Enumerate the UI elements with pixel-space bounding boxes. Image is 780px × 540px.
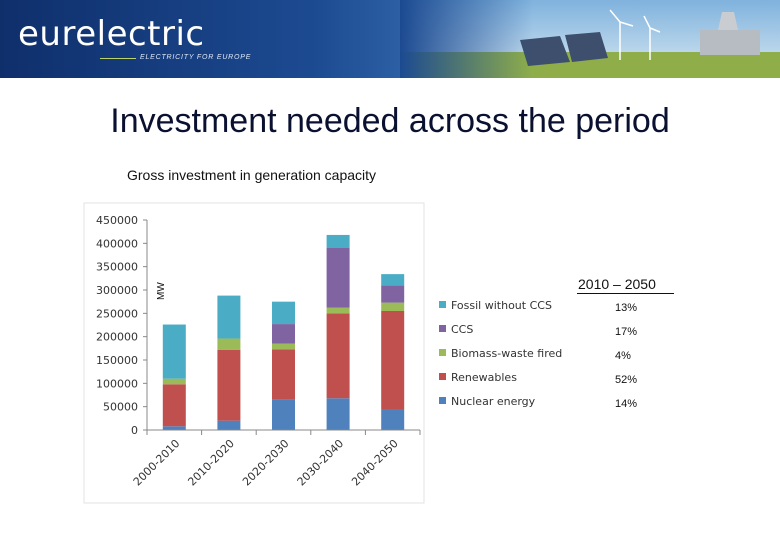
slide-title: Investment needed across the period — [110, 102, 670, 140]
period-share-label: 4% — [615, 350, 631, 362]
y-tick-label: 0 — [131, 424, 138, 437]
legend-swatch — [439, 373, 446, 380]
y-tick-label: 250000 — [96, 307, 138, 320]
eurelectric-logo: eurelectric — [18, 14, 205, 54]
bar-segment-biomass-waste-fired — [217, 338, 241, 350]
legend-swatch — [439, 301, 446, 308]
y-tick-label: 350000 — [96, 261, 138, 274]
bar-segment-nuclear-energy — [162, 426, 186, 430]
y-tick-label: 450000 — [96, 214, 138, 227]
bar-segment-nuclear-energy — [381, 409, 405, 430]
bar-segment-biomass-waste-fired — [326, 307, 350, 314]
y-tick-label: 150000 — [96, 354, 138, 367]
legend-entry: Renewables — [451, 371, 517, 384]
period-label: 2010 – 2050 — [578, 276, 656, 292]
period-share-label: 13% — [615, 302, 637, 314]
bar-segment-nuclear-energy — [326, 398, 350, 430]
legend-swatch — [439, 325, 446, 332]
y-tick-label: 200000 — [96, 331, 138, 344]
period-share-label: 14% — [615, 398, 637, 410]
bar-segment-renewables — [381, 311, 405, 410]
legend-swatch — [439, 349, 446, 356]
x-tick-label: 2030-2040 — [295, 437, 347, 489]
bar-segment-renewables — [272, 349, 295, 400]
y-tick-label: 50000 — [103, 401, 138, 414]
x-tick-label: 2010-2020 — [185, 437, 237, 489]
legend-entry: CCS — [451, 323, 473, 336]
bar-segment-fossil-without-ccs — [326, 234, 350, 248]
bar-segment-biomass-waste-fired — [162, 378, 186, 385]
logo-tagline: ELECTRICITY FOR EUROPE — [140, 54, 252, 61]
legend-entry: Nuclear energy — [451, 395, 536, 408]
x-tick-label: 2040-2050 — [349, 437, 401, 489]
plot-frame — [83, 202, 425, 504]
banner-photo — [400, 0, 780, 78]
bar-segment-renewables — [217, 349, 241, 421]
header-banner: eurelectric ELECTRICITY FOR EUROPE — [0, 0, 780, 78]
period-label-underline — [577, 293, 674, 294]
bar-segment-fossil-without-ccs — [217, 295, 241, 339]
period-share-label: 52% — [615, 374, 637, 386]
x-tick-label: 2000-2010 — [131, 437, 183, 489]
y-tick-label: 100000 — [96, 377, 138, 390]
bar-segment-nuclear-energy — [272, 399, 295, 430]
bar-segment-renewables — [162, 384, 186, 427]
bar-segment-ccs — [272, 324, 295, 344]
y-tick-label: 300000 — [96, 284, 138, 297]
tagline-rule — [100, 58, 136, 59]
period-share-label: 17% — [615, 326, 637, 338]
bar-segment-biomass-waste-fired — [272, 343, 295, 350]
bar-segment-fossil-without-ccs — [162, 324, 186, 379]
bar-segment-ccs — [381, 285, 405, 303]
bar-segment-ccs — [326, 248, 350, 308]
bar-segment-nuclear-energy — [217, 420, 241, 430]
x-tick-label: 2020-2030 — [240, 437, 292, 489]
bar-segment-biomass-waste-fired — [381, 302, 405, 311]
bar-segment-renewables — [326, 313, 350, 399]
chart-title: Gross investment in generation capacity — [127, 167, 377, 183]
y-tick-label: 400000 — [96, 237, 138, 250]
legend-entry: Biomass-waste fired — [451, 347, 562, 360]
bar-segment-fossil-without-ccs — [381, 274, 405, 286]
legend-entry: Fossil without CCS — [451, 299, 552, 312]
bar-segment-fossil-without-ccs — [272, 301, 295, 325]
legend-swatch — [439, 397, 446, 404]
